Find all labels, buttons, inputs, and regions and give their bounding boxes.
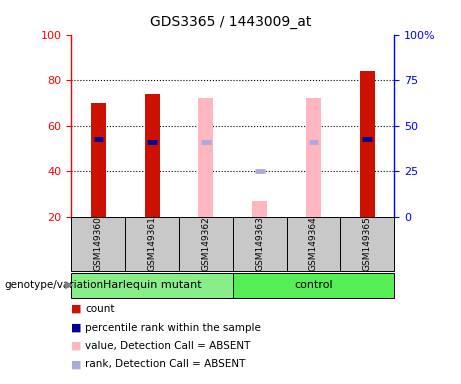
Text: GSM149360: GSM149360 xyxy=(94,217,103,271)
Text: genotype/variation: genotype/variation xyxy=(5,280,104,290)
Text: ■: ■ xyxy=(71,341,82,351)
Text: ■: ■ xyxy=(71,323,82,333)
Text: ■: ■ xyxy=(71,359,82,369)
Bar xyxy=(125,217,179,271)
Text: GSM149361: GSM149361 xyxy=(148,217,157,271)
Text: ▶: ▶ xyxy=(65,280,74,290)
Bar xyxy=(233,273,394,298)
Bar xyxy=(179,217,233,271)
Bar xyxy=(91,103,106,217)
Bar xyxy=(71,273,233,298)
Bar xyxy=(71,217,125,271)
Text: value, Detection Call = ABSENT: value, Detection Call = ABSENT xyxy=(85,341,251,351)
Bar xyxy=(233,217,287,271)
Text: GDS3365 / 1443009_at: GDS3365 / 1443009_at xyxy=(150,15,311,29)
Text: ■: ■ xyxy=(71,304,82,314)
Text: GSM149362: GSM149362 xyxy=(201,217,210,271)
Bar xyxy=(145,94,160,217)
Bar xyxy=(360,71,375,217)
Text: rank, Detection Call = ABSENT: rank, Detection Call = ABSENT xyxy=(85,359,246,369)
Text: Harlequin mutant: Harlequin mutant xyxy=(103,280,201,290)
Bar xyxy=(287,217,340,271)
Bar xyxy=(252,201,267,217)
Text: percentile rank within the sample: percentile rank within the sample xyxy=(85,323,261,333)
Bar xyxy=(306,98,321,217)
Bar xyxy=(340,217,394,271)
Text: count: count xyxy=(85,304,115,314)
Text: GSM149363: GSM149363 xyxy=(255,217,264,271)
Text: control: control xyxy=(294,280,333,290)
Text: GSM149365: GSM149365 xyxy=(363,217,372,271)
Text: GSM149364: GSM149364 xyxy=(309,217,318,271)
Bar xyxy=(198,98,213,217)
